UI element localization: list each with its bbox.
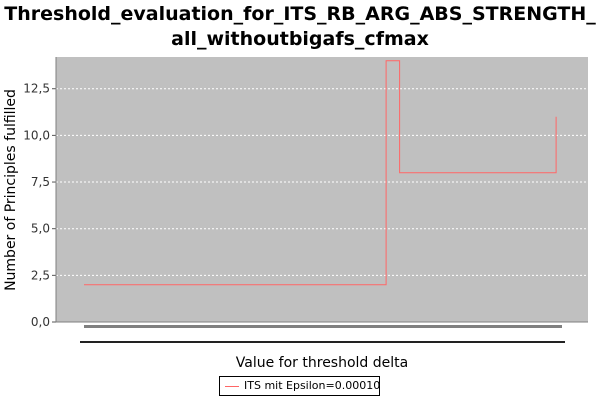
y-tick-label: 10,0 — [23, 128, 50, 142]
y-tick-label: 0,0 — [31, 315, 50, 329]
chart-title: Threshold_evaluation_for_ITS_RB_ARG_ABS_… — [0, 2, 600, 52]
x-axis-label: Value for threshold delta — [236, 355, 408, 371]
y-tick-label: 7,5 — [31, 175, 50, 189]
legend-series-swatch — [225, 386, 239, 387]
y-axis-label: Number of Principles fulfilled — [3, 89, 19, 291]
legend: ITS mit Epsilon=0.00010 — [219, 376, 380, 396]
y-axis-ticks: 0,0 2,5 5,0 7,5 10,0 12,5 — [23, 57, 57, 329]
legend-series-label: ITS mit Epsilon=0.00010 — [244, 379, 381, 392]
y-tick-label: 5,0 — [31, 222, 50, 236]
plot-area — [56, 57, 588, 322]
series-group — [84, 60, 557, 286]
gridlines — [56, 88, 588, 276]
chart-title-line-2: all_withoutbigafs_cfmax — [171, 28, 429, 50]
y-tick-label: 12,5 — [23, 82, 50, 96]
y-tick-label: 2,5 — [31, 268, 50, 282]
chart-title-line-1: Threshold_evaluation_for_ITS_RB_ARG_ABS_… — [4, 3, 596, 25]
x-axis-scrollbar-track — [84, 325, 562, 328]
series-line — [84, 60, 557, 286]
